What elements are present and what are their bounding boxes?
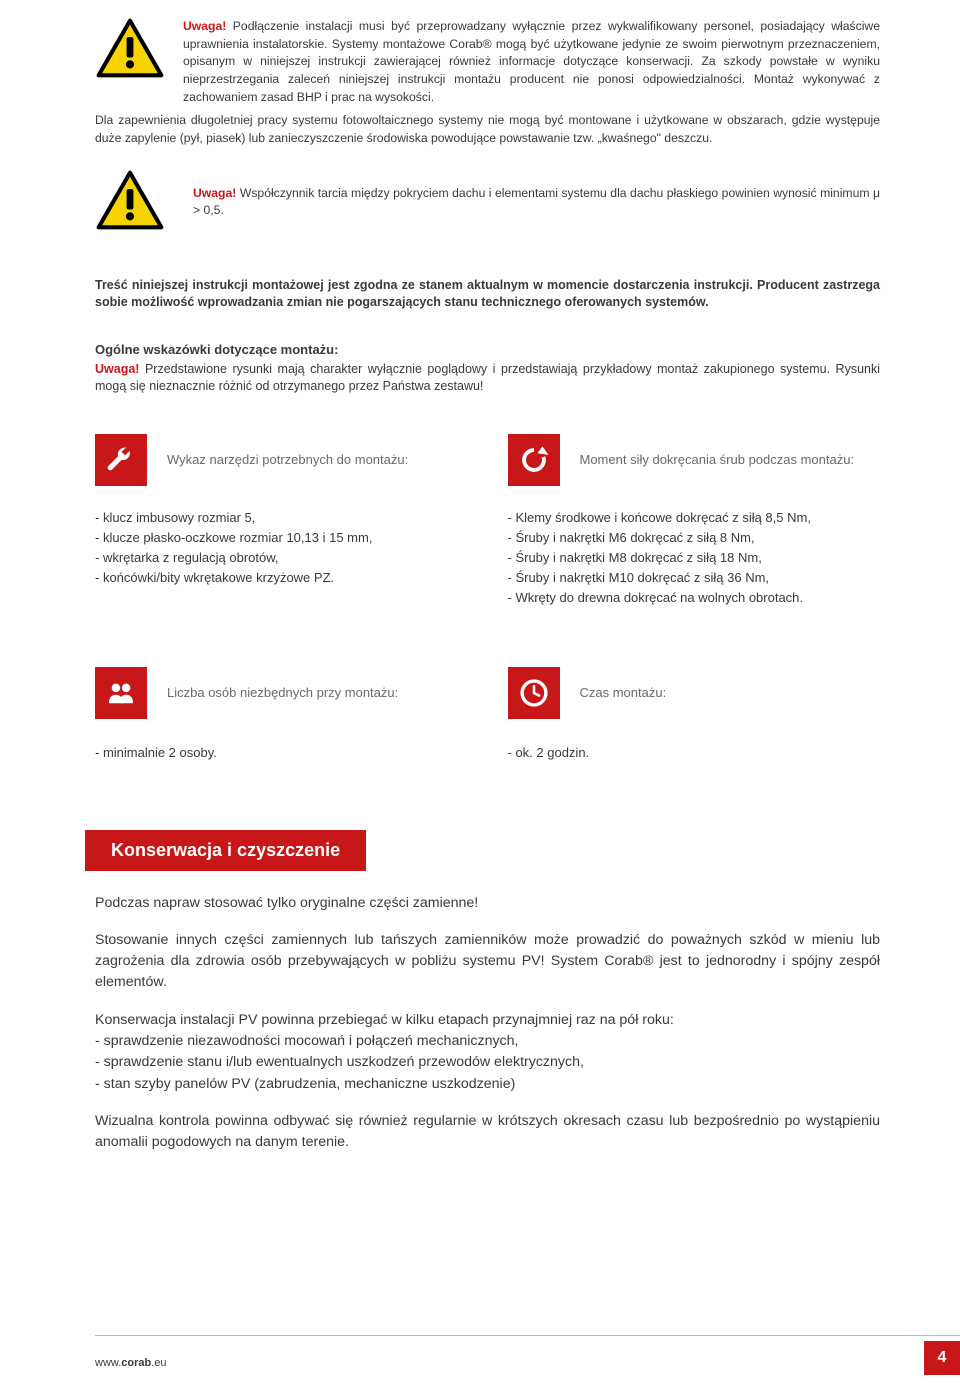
people-value: - minimalnie 2 osoby. xyxy=(95,745,468,760)
tools-list: - klucz imbusowy rozmiar 5, - klucze pła… xyxy=(95,508,468,589)
torque-item: - Klemy środkowe i końcowe dokręcać z si… xyxy=(508,508,881,528)
maint-p3-item: - sprawdzenie niezawodności mocowań i po… xyxy=(95,1033,518,1049)
torque-list: - Klemy środkowe i końcowe dokręcać z si… xyxy=(508,508,881,609)
url-prefix: www. xyxy=(95,1357,121,1369)
torque-item: - Wkręty do drewna dokręcać na wolnych o… xyxy=(508,588,881,608)
disclaimer-bold: Treść niniejszej instrukcji montażowej j… xyxy=(95,277,880,312)
url-suffix: .eu xyxy=(151,1357,166,1369)
maint-p3-item: - stan szyby panelów PV (zabrudzenia, me… xyxy=(95,1076,515,1092)
warning-1-body: Podłączenie instalacji musi być przeprow… xyxy=(183,19,880,104)
maint-p3: Konserwacja instalacji PV powinna przebi… xyxy=(95,1010,880,1095)
warning-2-body: Współczynnik tarcia między pokryciem dac… xyxy=(193,186,880,218)
footer-url: www.corab.eu xyxy=(95,1357,167,1369)
warning-icon xyxy=(95,170,165,235)
people-column: Liczba osób niezbędnych przy montażu: - … xyxy=(95,667,468,760)
paragraph-dust: Dla zapewnienia długoletniej pracy syste… xyxy=(95,112,880,147)
tool-item: - końcówki/bity wkrętakowe krzyżowe PZ. xyxy=(95,568,468,588)
warning-label: Uwaga! xyxy=(193,186,236,200)
general-heading: Ogólne wskazówki dotyczące montażu: xyxy=(95,342,880,357)
torque-title: Moment siły dokręcania śrub podczas mont… xyxy=(580,451,855,469)
footer: www.corab.eu 4 xyxy=(95,1335,960,1369)
url-bold: corab xyxy=(121,1357,151,1369)
tool-item: - klucz imbusowy rozmiar 5, xyxy=(95,508,468,528)
warning-label: Uwaga! xyxy=(95,362,139,376)
page-number: 4 xyxy=(924,1341,960,1375)
tools-title: Wykaz narzędzi potrzebnych do montażu: xyxy=(167,451,408,469)
torque-icon xyxy=(508,434,560,486)
tools-column: Wykaz narzędzi potrzebnych do montażu: -… xyxy=(95,434,468,609)
general-body: Uwaga! Przedstawione rysunki mają charak… xyxy=(95,361,880,396)
warning-2-text: Uwaga! Współczynnik tarcia między pokryc… xyxy=(193,185,880,220)
clock-icon xyxy=(508,667,560,719)
warning-icon xyxy=(95,18,165,106)
time-value: - ok. 2 godzin. xyxy=(508,745,881,760)
maint-p3-item: - sprawdzenie stanu i/lub ewentualnych u… xyxy=(95,1054,584,1070)
tool-item: - wkrętarka z regulacją obrotów, xyxy=(95,548,468,568)
maint-p2: Stosowanie innych części zamiennych lub … xyxy=(95,930,880,994)
maint-p1: Podczas napraw stosować tylko oryginalne… xyxy=(95,893,880,914)
general-body-text: Przedstawione rysunki mają charakter wył… xyxy=(95,362,880,394)
torque-item: - Śruby i nakrętki M6 dokręcać z siłą 8 … xyxy=(508,528,881,548)
torque-item: - Śruby i nakrętki M10 dokręcać z siłą 3… xyxy=(508,568,881,588)
people-title: Liczba osób niezbędnych przy montażu: xyxy=(167,684,398,702)
warning-block-1: Uwaga! Podłączenie instalacji musi być p… xyxy=(95,18,880,106)
warning-block-2: Uwaga! Współczynnik tarcia między pokryc… xyxy=(95,170,880,235)
people-icon xyxy=(95,667,147,719)
warning-1-text: Uwaga! Podłączenie instalacji musi być p… xyxy=(183,18,880,106)
time-title: Czas montażu: xyxy=(580,684,667,702)
tool-item: - klucze płasko-oczkowe rozmiar 10,13 i … xyxy=(95,528,468,548)
maint-p3-intro: Konserwacja instalacji PV powinna przebi… xyxy=(95,1012,674,1028)
warning-label: Uwaga! xyxy=(183,19,226,33)
time-column: Czas montażu: - ok. 2 godzin. xyxy=(508,667,881,760)
maint-p4: Wizualna kontrola powinna odbywać się ró… xyxy=(95,1111,880,1154)
maintenance-heading: Konserwacja i czyszczenie xyxy=(85,830,366,871)
torque-item: - Śruby i nakrętki M8 dokręcać z siłą 18… xyxy=(508,548,881,568)
wrench-icon xyxy=(95,434,147,486)
maintenance-body: Podczas napraw stosować tylko oryginalne… xyxy=(95,893,880,1154)
torque-column: Moment siły dokręcania śrub podczas mont… xyxy=(508,434,881,609)
